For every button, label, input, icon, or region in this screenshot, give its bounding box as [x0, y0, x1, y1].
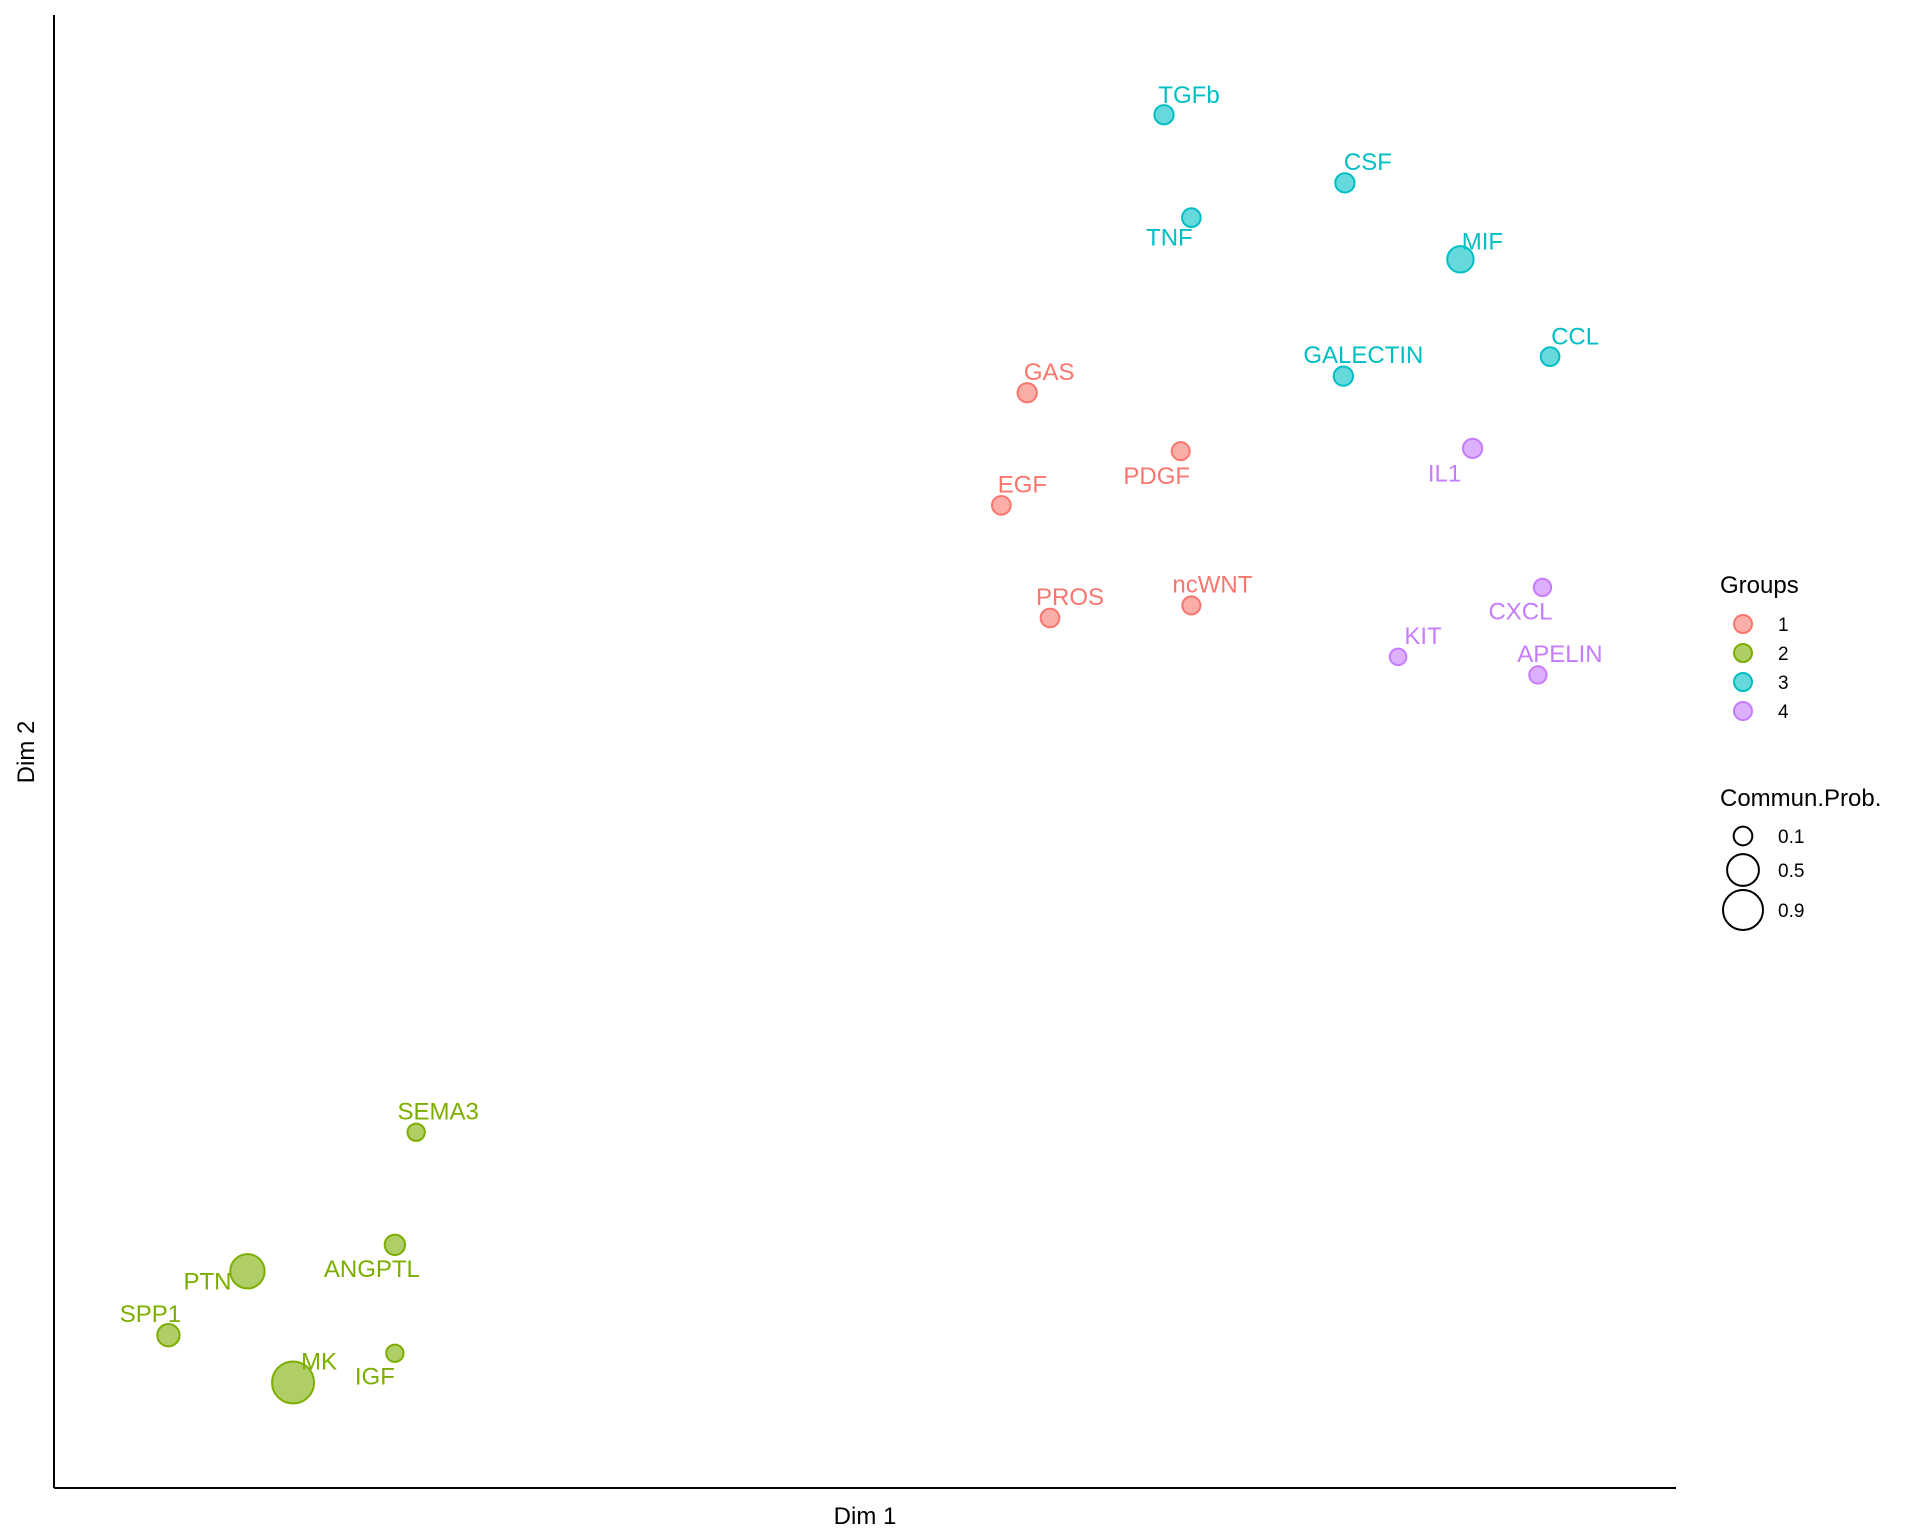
size-legend-key-0.1 — [1732, 825, 1754, 847]
point-label-tnf: TNF — [1146, 225, 1193, 252]
size-legend: Commun.Prob. 0.1 0.5 0.9 — [1720, 785, 1881, 931]
point-label-igf: IGF — [355, 1363, 395, 1390]
point-label-pdgf: PDGF — [1123, 463, 1190, 490]
point-label-sema3: SEMA3 — [397, 1098, 478, 1125]
y-axis-label: Dim 2 — [13, 721, 40, 784]
point-angptl — [383, 1233, 407, 1257]
point-mif — [1446, 245, 1475, 274]
point-spp1 — [156, 1323, 181, 1348]
groups-legend-label-3: 3 — [1778, 673, 1789, 694]
point-egf — [991, 495, 1012, 516]
point-kit — [1388, 647, 1408, 667]
size-legend-key-0.9 — [1722, 889, 1764, 931]
point-label-ptn: PTN — [183, 1268, 231, 1295]
point-sema3 — [406, 1122, 426, 1142]
point-galectin — [1332, 365, 1355, 387]
groups-legend-key-1 — [1733, 614, 1753, 634]
groups-legend: Groups 1 2 3 4 — [1720, 572, 1799, 723]
point-label-apelin: APELIN — [1517, 641, 1602, 668]
groups-legend-label-1: 1 — [1778, 615, 1789, 636]
point-tgfb — [1153, 104, 1175, 126]
size-legend-title: Commun.Prob. — [1720, 785, 1881, 812]
point-label-ccl: CCL — [1551, 324, 1599, 351]
point-ptn — [229, 1253, 266, 1290]
groups-legend-label-2: 2 — [1778, 644, 1789, 665]
groups-legend-key-2 — [1733, 643, 1753, 663]
x-axis-label: Dim 1 — [834, 1503, 897, 1530]
point-label-ncwnt: ncWNT — [1172, 571, 1252, 598]
point-label-tgfb: TGFb — [1158, 82, 1219, 109]
point-cxcl — [1532, 577, 1553, 598]
groups-legend-label-4: 4 — [1778, 702, 1789, 723]
groups-legend-title: Groups — [1720, 572, 1799, 599]
point-label-galectin: GALECTIN — [1303, 342, 1423, 369]
groups-legend-key-3 — [1733, 672, 1753, 692]
point-tnf — [1181, 207, 1202, 228]
point-label-cxcl: CXCL — [1488, 598, 1552, 625]
point-ccl — [1539, 346, 1561, 367]
point-gas — [1016, 382, 1038, 404]
point-label-pros: PROS — [1036, 584, 1104, 611]
size-legend-label-0.9: 0.9 — [1778, 901, 1804, 922]
point-mk — [271, 1360, 316, 1405]
plot-area: TGFb CSF TNF MIF CCL GALECTIN GAS PDGF IL1 EGF ncW… — [53, 15, 1676, 1489]
point-ncwnt — [1181, 595, 1202, 616]
size-legend-label-0.1: 0.1 — [1778, 827, 1804, 848]
points-layer — [156, 104, 1561, 1405]
point-label-kit: KIT — [1404, 623, 1442, 650]
point-igf — [385, 1343, 405, 1363]
point-labels-layer: TGFb CSF TNF MIF CCL GALECTIN GAS PDGF IL1 EGF ncW… — [120, 82, 1603, 1390]
point-pdgf — [1170, 441, 1191, 462]
point-label-angptl: ANGPTL — [324, 1256, 420, 1283]
point-label-gas: GAS — [1024, 359, 1075, 386]
size-legend-key-0.5 — [1726, 853, 1760, 887]
point-label-il1: IL1 — [1428, 460, 1461, 487]
point-label-spp1: SPP1 — [120, 1301, 181, 1328]
point-label-csf: CSF — [1344, 149, 1392, 176]
size-legend-label-0.5: 0.5 — [1778, 861, 1804, 882]
point-il1 — [1461, 437, 1484, 460]
point-csf — [1334, 172, 1356, 194]
point-pros — [1039, 607, 1061, 629]
point-apelin — [1528, 665, 1548, 685]
point-label-egf: EGF — [998, 471, 1047, 498]
groups-legend-key-4 — [1733, 701, 1753, 721]
point-label-mk: MK — [301, 1348, 337, 1375]
point-label-mif: MIF — [1462, 228, 1503, 255]
